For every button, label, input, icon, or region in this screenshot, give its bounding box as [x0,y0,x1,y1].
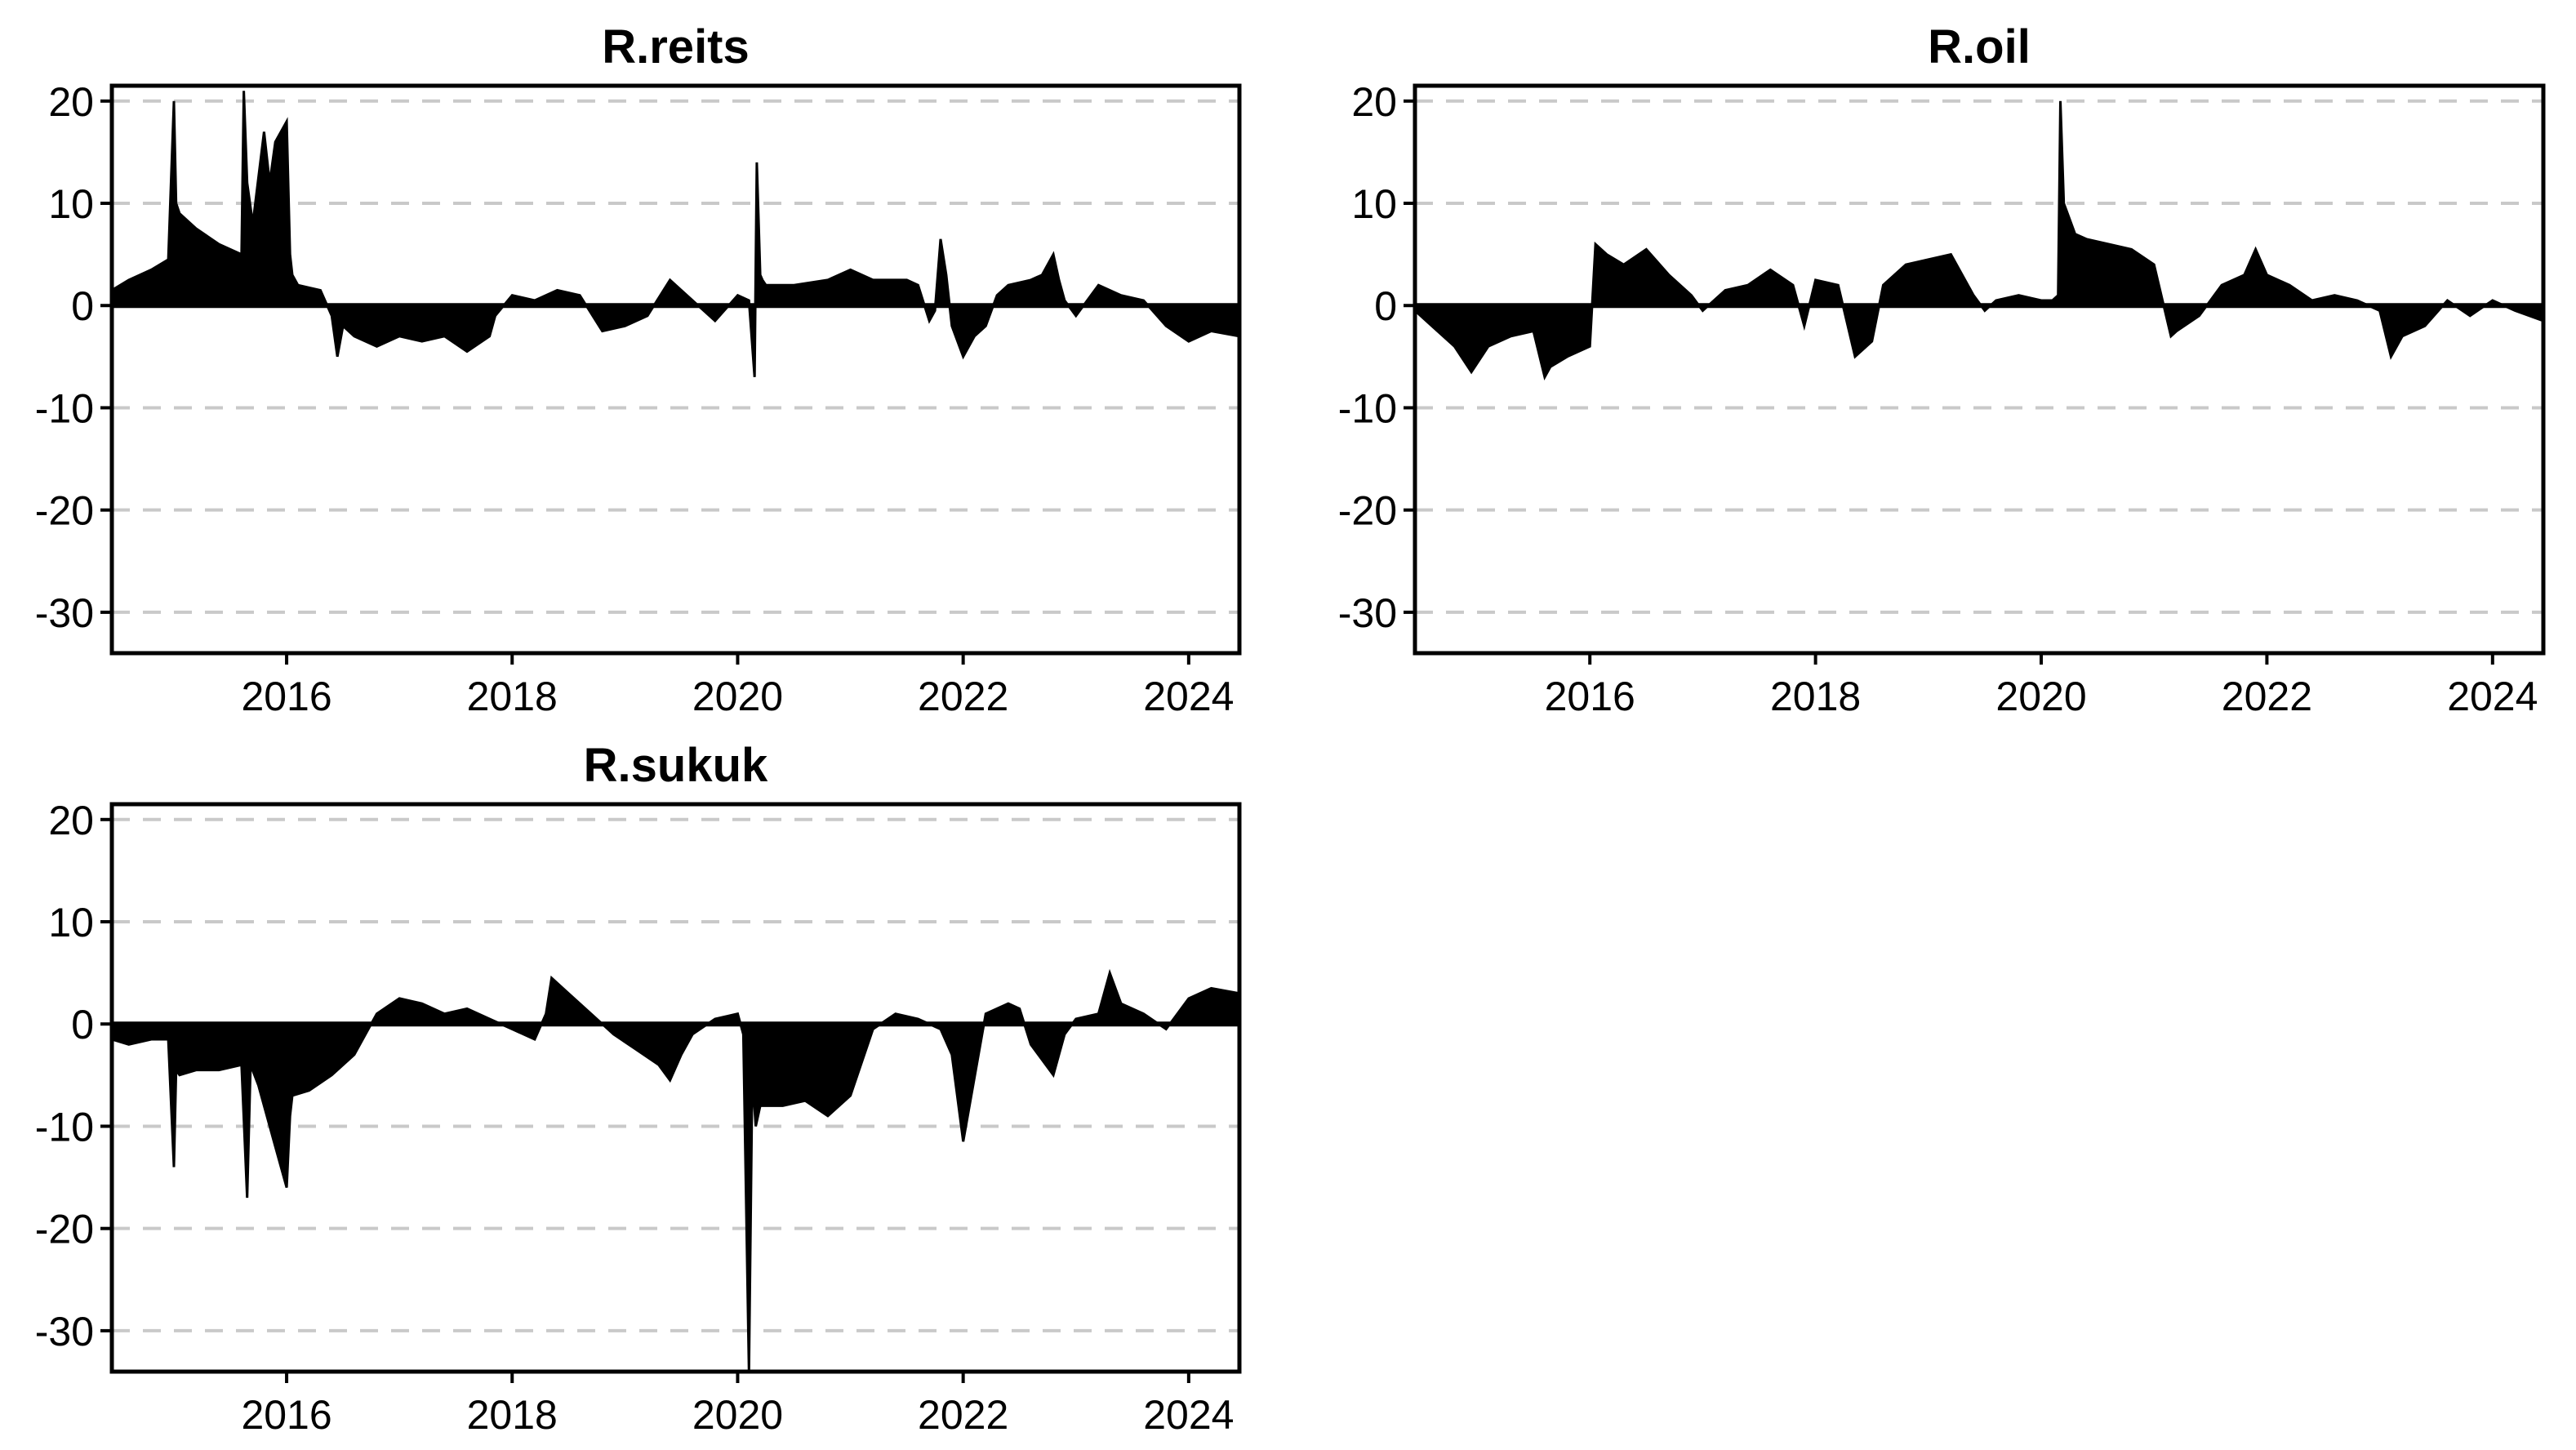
y-tick-label: 20 [1351,79,1397,125]
y-tick-label: -20 [35,1207,94,1252]
y-tick-label: 10 [1351,181,1397,227]
y-tick-label: 10 [48,900,94,945]
x-tick-label: 2022 [2222,674,2312,719]
y-tick-label: -30 [35,590,94,636]
series-area-r-reits [110,91,1241,378]
x-tick-label: 2020 [1995,674,2086,719]
x-tick-label: 2020 [692,674,783,719]
chart-title: R.reits [602,20,750,73]
y-tick-label: 0 [71,283,94,329]
x-tick-label: 2016 [1545,674,1635,719]
series-area-r-oil [1413,100,2545,380]
plot-frame [109,802,1242,1374]
x-tick-label: 2022 [918,674,1008,719]
y-tick-label: -10 [35,1104,94,1150]
x-tick-label: 2024 [2447,674,2538,719]
x-tick-label: 2018 [1770,674,1861,719]
chart-panel-r-oil: R.oil 20 10 0 -10 -20 -30 2016 2018 2020 2022 2024 [1338,20,2546,719]
y-tick-label: 0 [71,1002,94,1047]
chart-panel-r-reits: R.reits 20 10 0 -10 -20 -30 2016 2018 2020 2022 202… [35,20,1242,719]
y-tick-label: -10 [35,385,94,431]
chart-title: R.oil [1928,20,2031,73]
x-tick-label: 2022 [918,1392,1008,1438]
series-area-r-sukuk [110,968,1241,1372]
y-tick-label: 10 [48,181,94,227]
y-tick-label: 20 [48,798,94,843]
x-tick-label: 2020 [692,1392,783,1438]
x-tick-label: 2018 [467,1392,558,1438]
chart-title: R.sukuk [584,739,768,792]
y-tick-label: -20 [35,488,94,534]
plot-frame [1413,83,2546,656]
x-tick-label: 2016 [241,1392,331,1438]
y-tick-label: -30 [35,1309,94,1354]
y-tick-label: -10 [1338,385,1397,431]
x-tick-label: 2016 [241,674,331,719]
x-tick-label: 2018 [467,674,558,719]
y-tick-label: 0 [1374,283,1397,329]
x-tick-label: 2024 [1143,674,1234,719]
y-tick-label: -30 [1338,590,1397,636]
chart-panel-r-sukuk: R.sukuk 20 10 0 -10 -20 -30 2016 2018 2020 2022 202… [35,739,1242,1438]
x-tick-label: 2024 [1143,1392,1234,1438]
plot-frame [109,83,1242,656]
y-tick-label: -20 [1338,488,1397,534]
y-tick-label: 20 [48,79,94,125]
